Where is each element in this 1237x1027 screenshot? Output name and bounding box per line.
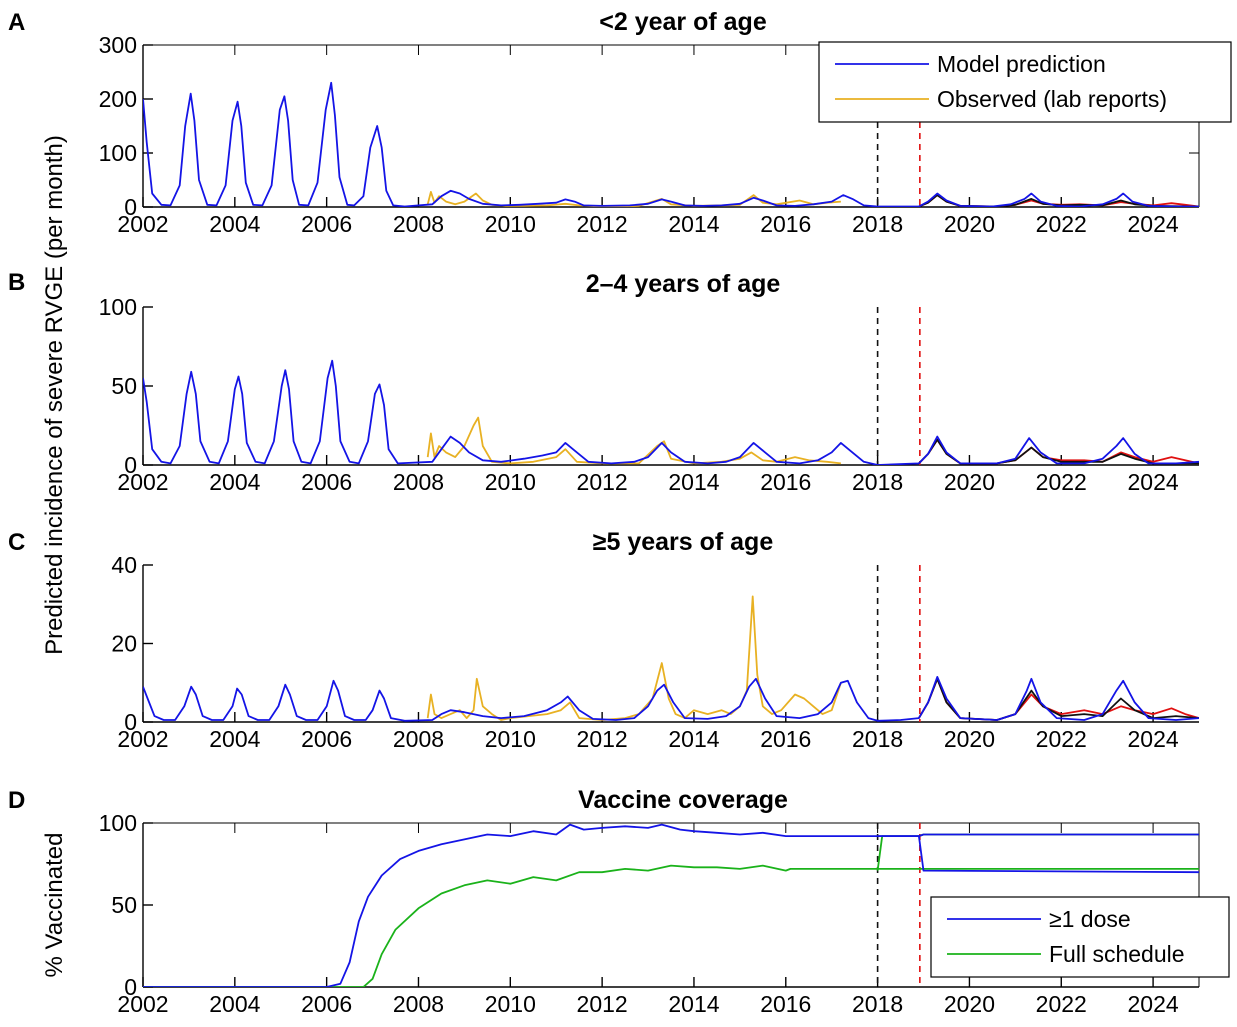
x-tick-label: 2022 (1036, 211, 1087, 237)
series-line-full-schedule (876, 833, 1199, 871)
series-line-scenario-black (918, 194, 1199, 207)
series-line-scenario-black (918, 438, 1199, 465)
series-line-scenario-red (918, 438, 1199, 465)
panel-title: Vaccine coverage (578, 786, 788, 814)
y-tick-label: 100 (99, 810, 137, 836)
x-tick-label: 2024 (1128, 991, 1179, 1017)
panel-ylabel: % Vaccinated (41, 833, 68, 978)
series-line-scenario-black (918, 677, 1199, 721)
x-tick-label: 2024 (1128, 726, 1179, 752)
x-tick-label: 2002 (117, 211, 168, 237)
x-tick-label: 2018 (852, 726, 903, 752)
legend-label: Full schedule (1049, 941, 1185, 967)
x-tick-label: 2020 (944, 991, 995, 1017)
y-tick-label: 200 (99, 86, 137, 112)
x-tick-label: 2016 (760, 726, 811, 752)
legend-box (818, 41, 1232, 123)
x-tick-label: 2014 (668, 991, 719, 1017)
series-line-model (143, 81, 1199, 207)
series-line-model (143, 823, 1199, 987)
x-tick-label: 2022 (1036, 991, 1087, 1017)
legend: ≥1 dose Full schedule (930, 896, 1230, 978)
x-tick-label: 2022 (1036, 469, 1087, 495)
x-tick-label: 2006 (301, 469, 352, 495)
x-tick-label: 2010 (485, 211, 536, 237)
series-line-full-schedule (143, 864, 1199, 987)
x-tick-label: 2002 (117, 726, 168, 752)
y-tick-label: 0 (124, 194, 137, 220)
x-tick-label: 2014 (668, 469, 719, 495)
panel-d: D Vaccine coverage 0 50 100 2002 2004 2006 2008 2… (8, 786, 1230, 1017)
legend-label: Model prediction (937, 51, 1106, 77)
panel-letter: D (8, 787, 25, 814)
x-tick-label: 2002 (117, 991, 168, 1017)
x-tick-label: 2020 (944, 211, 995, 237)
x-tick-label: 2008 (393, 991, 444, 1017)
x-tick-label: 2004 (209, 726, 260, 752)
panel-a: A <2 year of age 0 100 200 300 2002 2004 2006 200… (8, 8, 1232, 237)
x-tick-label: 2016 (760, 469, 811, 495)
y-tick-label: 100 (99, 140, 137, 166)
panel-title: ≥5 years of age (593, 528, 774, 556)
y-tick-label: 300 (99, 32, 137, 58)
x-tick-label: 2012 (577, 991, 628, 1017)
series-line-model (877, 835, 1199, 874)
x-tick-label: 2018 (852, 211, 903, 237)
x-tick-label: 2010 (485, 726, 536, 752)
y-tick-label: 0 (124, 974, 137, 1000)
x-tick-label: 2014 (668, 211, 719, 237)
x-tick-label: 2024 (1128, 469, 1179, 495)
x-tick-label: 2020 (944, 469, 995, 495)
x-tick-label: 2024 (1128, 211, 1179, 237)
x-tick-label: 2010 (485, 991, 536, 1017)
legend-label: Observed (lab reports) (937, 86, 1167, 112)
panel-letter: C (8, 529, 25, 556)
y-tick-label: 20 (111, 631, 137, 657)
x-tick-label: 2018 (852, 469, 903, 495)
x-tick-label: 2016 (760, 991, 811, 1017)
series-line-observed (426, 595, 842, 721)
x-tick-label: 2002 (117, 469, 168, 495)
panel-letter: A (8, 9, 25, 36)
legend-label: ≥1 dose (1049, 906, 1131, 932)
x-tick-label: 2008 (393, 726, 444, 752)
y-tick-label: 50 (111, 373, 137, 399)
y-tick-label: 0 (124, 452, 137, 478)
x-tick-label: 2004 (209, 211, 260, 237)
panel-b: B 2–4 years of age 0 50 100 2002 2004 2006 2008 2… (8, 269, 1199, 495)
panel-title: <2 year of age (599, 8, 767, 36)
x-tick-label: 2014 (668, 726, 719, 752)
x-tick-label: 2012 (577, 726, 628, 752)
x-tick-label: 2012 (577, 469, 628, 495)
series-line-model (143, 359, 1199, 465)
x-tick-label: 2016 (760, 211, 811, 237)
x-tick-label: 2022 (1036, 726, 1087, 752)
x-tick-label: 2018 (852, 991, 903, 1017)
panel-letter: B (8, 269, 25, 296)
y-tick-label: 0 (124, 709, 137, 735)
y-tick-label: 40 (111, 552, 137, 578)
shared-ylabel: Predicted incidence of severe RVGE (per … (41, 135, 68, 655)
x-tick-label: 2004 (209, 991, 260, 1017)
x-tick-label: 2004 (209, 469, 260, 495)
x-tick-label: 2008 (393, 211, 444, 237)
x-tick-label: 2020 (944, 726, 995, 752)
series-line-observed (426, 416, 842, 465)
series-line-scenario-red (918, 677, 1199, 721)
panel-title: 2–4 years of age (586, 270, 781, 298)
x-tick-label: 2008 (393, 469, 444, 495)
series-line-observed (426, 191, 841, 207)
x-tick-label: 2006 (301, 991, 352, 1017)
x-tick-label: 2012 (577, 211, 628, 237)
panel-c: C ≥5 years of age 0 20 40 2002 2004 2006 2008 201… (8, 528, 1199, 752)
series-line-model (143, 676, 1199, 722)
x-tick-label: 2006 (301, 211, 352, 237)
legend: Model prediction Observed (lab reports) (818, 41, 1232, 123)
y-tick-label: 100 (99, 294, 137, 320)
legend-box (930, 896, 1230, 978)
x-tick-label: 2006 (301, 726, 352, 752)
y-tick-label: 50 (111, 892, 137, 918)
x-tick-label: 2010 (485, 469, 536, 495)
